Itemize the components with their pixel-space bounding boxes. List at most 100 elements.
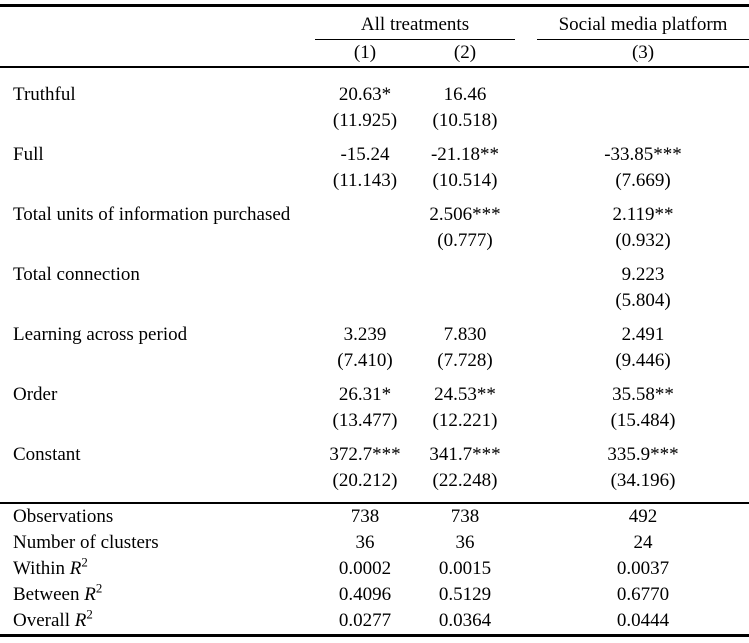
- coef-cell: -33.85***: [604, 144, 682, 165]
- row-label: Total units of information purchased: [13, 204, 291, 225]
- col-group-all-treatments: All treatments: [315, 5, 516, 40]
- stat-row-overall-r2: Overall R2 0.0277 0.0364 0.0444: [0, 606, 749, 637]
- column-gap: [515, 442, 537, 468]
- column-gap: [515, 168, 537, 202]
- column-gap: [515, 67, 537, 108]
- stat-label: Between R2: [13, 580, 103, 605]
- column-gap: [515, 468, 537, 503]
- stat-label: Observations: [0, 502, 315, 530]
- stat-value: 738: [415, 502, 516, 530]
- row-label: Learning across period: [13, 324, 188, 345]
- column-gap: [515, 556, 537, 582]
- se-cell: [315, 288, 415, 322]
- table-row-total-connection: Total connection 9.223: [0, 262, 749, 288]
- column-gap: [515, 322, 537, 348]
- stat-value: 36: [455, 532, 475, 553]
- se-cell: (15.484): [610, 410, 676, 431]
- r-superscript: 2: [86, 606, 93, 622]
- coef-cell: 2.491: [621, 324, 665, 345]
- r-symbol: R: [74, 610, 87, 631]
- se-cell: (5.804): [615, 290, 671, 311]
- coef-cell: 9.223: [621, 264, 665, 285]
- column-gap: [515, 108, 537, 142]
- coef-cell: 7.830: [443, 324, 487, 345]
- coef-cell: 2.119**: [612, 204, 674, 225]
- stat-value: 0.0037: [616, 558, 670, 579]
- stat-value: 738: [315, 502, 415, 530]
- stat-value: 0.4096: [338, 584, 392, 605]
- coef-cell: 24.53**: [434, 384, 496, 405]
- column-gap: [515, 382, 537, 408]
- stat-value: 36: [355, 532, 375, 553]
- se-cell: (7.669): [615, 170, 671, 191]
- row-label: Full: [13, 144, 44, 165]
- column-group-header-row: All treatments Social media platform: [0, 5, 749, 40]
- stat-value: 0.0444: [537, 608, 749, 637]
- column-gap: [515, 408, 537, 442]
- se-cell: (0.777): [437, 230, 493, 251]
- coef-cell: 3.239: [343, 324, 387, 345]
- table-row-constant-se: (20.212) (22.248) (34.196): [0, 468, 749, 503]
- col-number-2: (2): [415, 39, 516, 68]
- se-cell: (34.196): [610, 470, 676, 491]
- column-gap: [515, 582, 537, 608]
- row-label: Total connection: [13, 264, 140, 285]
- coef-cell: [415, 262, 515, 288]
- se-cell: [415, 288, 515, 322]
- column-gap: [515, 142, 537, 168]
- se-cell: [537, 108, 749, 142]
- se-cell: (11.925): [332, 110, 398, 131]
- r-superscript: 2: [81, 554, 88, 570]
- coef-cell: 35.58**: [612, 384, 674, 405]
- stat-value: 0.0277: [315, 608, 415, 637]
- regression-table: All treatments Social media platform (1)…: [0, 4, 749, 637]
- col-number-3: (3): [537, 39, 749, 68]
- stat-value: 0.0364: [415, 608, 516, 637]
- column-gap: [515, 530, 537, 556]
- coef-cell: 20.63*: [338, 84, 392, 105]
- stat-value: 24: [633, 532, 653, 553]
- coef-cell: 372.7***: [329, 444, 401, 465]
- table-row-total-units-se: (0.777) (0.932): [0, 228, 749, 262]
- stat-label: Within R2: [13, 554, 88, 579]
- coef-cell: 335.9***: [607, 444, 679, 465]
- stat-value: 0.0015: [438, 558, 492, 579]
- se-cell: (12.221): [432, 410, 498, 431]
- col-number-1: (1): [315, 39, 415, 68]
- se-cell: (0.932): [615, 230, 671, 251]
- se-cell: (22.248): [432, 470, 498, 491]
- table-row-learning: Learning across period 3.239 7.830 2.491: [0, 322, 749, 348]
- coef-cell: [315, 202, 415, 228]
- coef-cell: [537, 67, 749, 108]
- col-group-social-media-platform: Social media platform: [537, 5, 749, 40]
- se-cell: (10.518): [432, 110, 498, 131]
- stat-row-clusters: Number of clusters 36 36 24: [0, 530, 749, 556]
- se-cell: (13.477): [332, 410, 398, 431]
- column-gap: [515, 39, 538, 68]
- se-cell: (7.728): [437, 350, 493, 371]
- table-row-total-connection-se: (5.804): [0, 288, 749, 322]
- r-symbol: R: [84, 584, 96, 605]
- table-row-order-se: (13.477) (12.221) (15.484): [0, 408, 749, 442]
- table-row-truthful-se: (11.925) (10.518): [0, 108, 749, 142]
- stat-label: Overall R2: [0, 606, 315, 637]
- se-cell: [315, 228, 415, 262]
- column-gap: [515, 348, 537, 382]
- se-cell: (11.143): [332, 170, 398, 191]
- stat-value: 0.5129: [438, 584, 492, 605]
- se-cell: (9.446): [615, 350, 671, 371]
- stat-value: 0.0002: [338, 558, 392, 579]
- table-row-constant: Constant 372.7*** 341.7*** 335.9***: [0, 442, 749, 468]
- r-symbol: R: [69, 558, 82, 579]
- coef-cell: 16.46: [443, 84, 487, 105]
- stat-row-within-r2: Within R2 0.0002 0.0015 0.0037: [0, 556, 749, 582]
- coef-cell: 2.506***: [429, 204, 501, 225]
- empty-corner-cell: [0, 39, 315, 68]
- stat-value: 492: [537, 502, 749, 530]
- column-gap: [515, 6, 537, 40]
- column-gap: [515, 202, 537, 228]
- row-label: Truthful: [13, 84, 76, 105]
- table-row-learning-se: (7.410) (7.728) (9.446): [0, 348, 749, 382]
- table-row-total-units: Total units of information purchased 2.5…: [0, 202, 749, 228]
